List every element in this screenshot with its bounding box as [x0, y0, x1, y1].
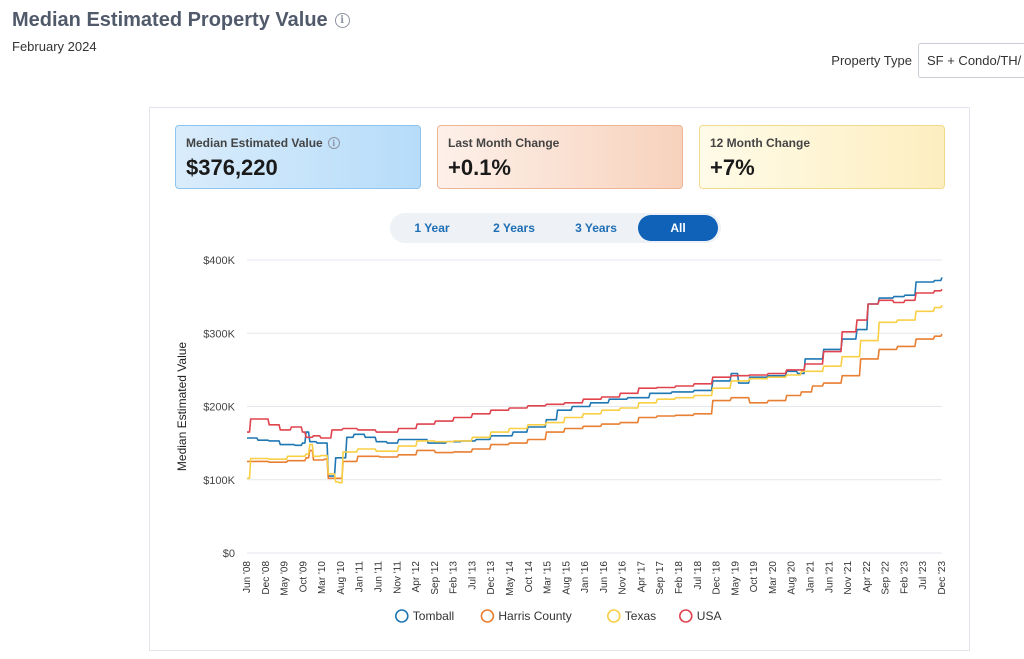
x-tick-label: Apr '12 — [411, 561, 422, 593]
y-tick-label: $200K — [203, 402, 235, 414]
x-tick-label: Jun '21 — [824, 561, 835, 593]
x-tick-label: Apr '22 — [862, 561, 873, 593]
series-line-texas — [247, 305, 943, 484]
x-tick-label: Aug '15 — [561, 561, 572, 595]
x-tick-label: Aug '20 — [787, 561, 798, 595]
page-title-text: Median Estimated Property Value — [12, 9, 328, 31]
legend-marker — [678, 609, 693, 623]
x-tick-label: Mar '20 — [768, 561, 779, 594]
stat-card-median-value: Median Estimated Value i $376,220 — [175, 125, 421, 189]
x-tick-label: Jul '13 — [467, 561, 478, 590]
series-line-usa — [247, 288, 943, 439]
legend-marker — [480, 609, 495, 623]
x-tick-label: Oct '14 — [524, 561, 535, 593]
x-tick-label: Jun '16 — [599, 561, 610, 593]
x-tick-label: Aug '10 — [336, 561, 347, 595]
y-tick-label: $0 — [223, 548, 235, 560]
y-tick-label: $400K — [203, 255, 235, 267]
x-tick-label: Jul '18 — [693, 561, 704, 590]
x-tick-label: Feb '23 — [899, 561, 910, 594]
stat-label-text: Median Estimated Value — [186, 136, 323, 150]
property-type-label: Property Type — [831, 53, 912, 68]
x-tick-label: Nov '16 — [618, 561, 629, 595]
y-tick-label: $100K — [203, 475, 235, 487]
tab-3-years[interactable]: 3 Years — [575, 221, 617, 235]
legend-label: Texas — [625, 609, 656, 623]
tab-2-years[interactable]: 2 Years — [493, 221, 535, 235]
x-tick-label: Feb '18 — [674, 561, 685, 594]
legend-label: Harris County — [498, 609, 571, 623]
stat-value: $376,220 — [186, 155, 278, 180]
stat-value: +0.1% — [448, 155, 511, 180]
legend-marker — [606, 609, 621, 623]
x-tick-label: Mar '15 — [543, 561, 554, 594]
stat-label: Last Month Change — [448, 136, 560, 150]
legend-marker — [395, 609, 409, 623]
x-tick-label: Dec '23 — [937, 561, 948, 595]
x-tick-label: Jan '11 — [355, 561, 366, 593]
x-tick-label: Apr '17 — [636, 561, 647, 593]
series-line-harris-county — [247, 333, 943, 480]
x-tick-label: Oct '19 — [749, 561, 760, 593]
series-line-tomball — [247, 277, 943, 477]
stat-label: Median Estimated Value i — [186, 136, 410, 150]
page-title: Median Estimated Property Value i — [12, 9, 350, 32]
x-tick-label: May '14 — [505, 561, 516, 596]
x-tick-label: May '19 — [730, 561, 741, 596]
info-icon[interactable]: i — [327, 137, 340, 149]
x-tick-label: Jul '23 — [918, 561, 929, 590]
x-tick-label: May '09 — [280, 561, 291, 596]
x-tick-label: Feb '13 — [449, 561, 460, 594]
stat-card-12-month-change: 12 Month Change +7% — [699, 125, 945, 189]
line-chart: $0 $100K $200K $300K $400K Median Estimated V… — [175, 255, 948, 623]
y-axis-title: Median Estimated Value — [175, 342, 189, 472]
tab-1-year[interactable]: 1 Year — [414, 221, 450, 235]
x-tick-label: Jan '21 — [806, 561, 817, 593]
x-tick-label: Jun '08 — [242, 561, 253, 593]
range-tabs: 1 Year 2 Years 3 Years All — [390, 213, 721, 243]
x-tick-label: Sep '17 — [655, 561, 666, 595]
x-tick-label: Nov '11 — [392, 561, 403, 594]
stat-value: +7% — [710, 155, 755, 180]
chart-card: Median Estimated Value i $376,220 Last M… — [149, 107, 970, 651]
info-icon[interactable]: i — [334, 13, 350, 28]
property-type-control: Property Type SF + Condo/TH/ — [831, 43, 1024, 78]
legend-label: USA — [697, 609, 722, 623]
y-tick-label: $300K — [203, 328, 235, 340]
stat-card-last-month-change: Last Month Change +0.1% — [437, 125, 683, 189]
x-tick-label: Nov '21 — [843, 561, 854, 595]
x-tick-label: Dec '08 — [261, 561, 272, 595]
x-tick-label: Dec '13 — [486, 561, 497, 595]
x-tick-label: Mar '10 — [317, 561, 328, 594]
x-tick-label: Oct '09 — [298, 561, 309, 593]
x-tick-label: Dec '18 — [712, 561, 723, 595]
x-tick-label: Sep '22 — [881, 561, 892, 595]
stat-label: 12 Month Change — [710, 136, 811, 150]
page-subtitle: February 2024 — [12, 39, 97, 54]
x-tick-label: Jun '11 — [373, 561, 384, 593]
x-tick-label: Jan '16 — [580, 561, 591, 593]
property-type-select[interactable]: SF + Condo/TH/ — [918, 43, 1024, 78]
tab-all[interactable]: All — [638, 215, 718, 241]
legend-label: Tomball — [413, 609, 454, 623]
x-tick-label: Sep '12 — [430, 561, 441, 595]
